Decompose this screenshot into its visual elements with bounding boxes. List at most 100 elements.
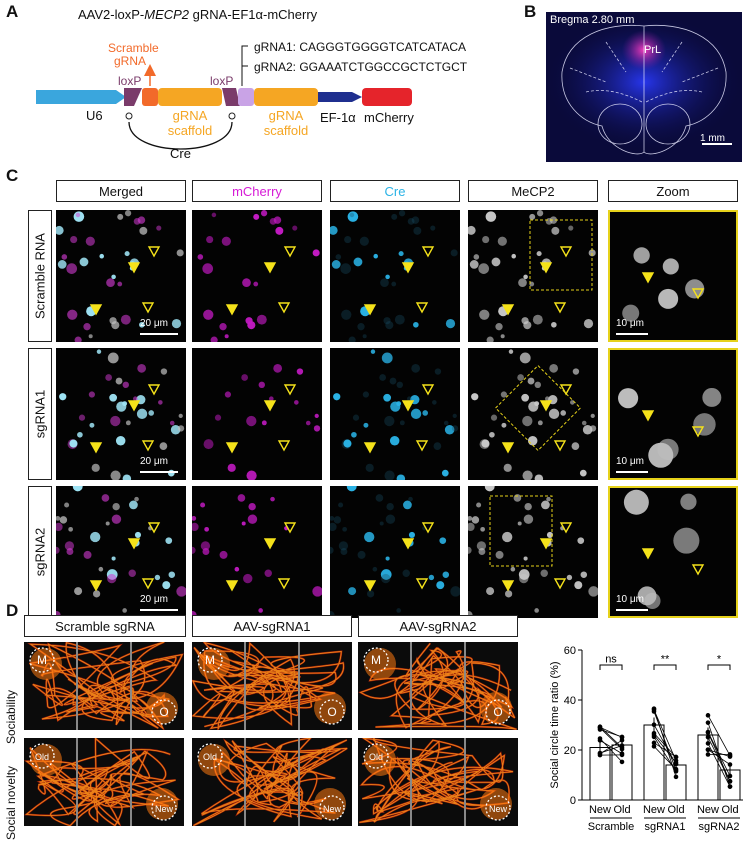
paired-line — [707, 715, 731, 756]
x-tick-label: New — [589, 804, 611, 816]
scaffold-label-1: gRNA scaffold — [167, 108, 213, 138]
marker-old: Old — [203, 752, 217, 762]
ef1a-label: EF-1α — [320, 110, 356, 125]
micrograph-sgrna2-merged — [56, 486, 186, 618]
construct-title-gene: MECP2 — [144, 7, 190, 22]
marker-o: O — [327, 705, 336, 719]
micrograph-scramble-cre — [330, 210, 460, 342]
col-header-mcherry: mCherry — [192, 180, 322, 202]
x-tick-label: Old — [667, 804, 684, 816]
paired-line — [599, 727, 623, 750]
d-col-header-scramble: Scramble sgRNA — [24, 615, 186, 637]
paired-line — [653, 711, 677, 771]
x-tick-label: New — [643, 804, 665, 816]
panel-label-d: D — [6, 601, 19, 620]
data-point — [705, 741, 711, 746]
marker-m: M — [371, 653, 381, 667]
micrograph-sgrna2-zoom — [608, 486, 738, 618]
panel-label-c: C — [6, 166, 19, 185]
data-point — [597, 727, 603, 732]
scalebar-label-row1: 20 μm — [140, 318, 168, 329]
ef1a-promoter-arrow — [318, 92, 362, 102]
row-label-sgrna2: sgRNA2 — [28, 486, 52, 618]
data-point — [651, 709, 657, 714]
data-point — [705, 713, 711, 718]
zoom-scalebar-label-row1: 10 μm — [616, 318, 644, 329]
y-axis-label: Social circle time ratio (%) — [549, 661, 561, 788]
data-point — [651, 732, 657, 738]
grna2-sequence: gRNA2: GGAAATCTGGCCGCTCTGCT — [254, 60, 468, 74]
scramble-grna-label: Scramble gRNA — [108, 41, 159, 68]
data-point — [673, 774, 679, 780]
data-point — [727, 784, 733, 789]
loxp-site-1 — [124, 88, 142, 106]
group-label: sgRNA2 — [699, 821, 740, 833]
d-row-label-social-novelty: Social novelty — [4, 765, 18, 840]
paired-line — [653, 746, 677, 770]
brain-scalebar-label: 1 mm — [700, 133, 725, 144]
marker-old: Old — [35, 752, 49, 762]
significance-label: ns — [605, 654, 617, 666]
d-col-header-sgrna1: AAV-sgRNA1 — [192, 615, 352, 637]
marker-old: Old — [369, 752, 383, 762]
data-point — [651, 744, 657, 749]
marker-new: New — [323, 804, 342, 814]
d-row-label-sociability: Sociability — [4, 689, 18, 744]
scalebar-label-row2: 20 μm — [140, 456, 168, 467]
heatmap-social-novelty-sgrna2: Old New — [358, 738, 518, 826]
loxp-scissor-1 — [125, 112, 133, 120]
panel-label-b: B — [524, 2, 537, 21]
heatmap-social-novelty-scramble: Old New — [24, 738, 184, 826]
significance-bracket — [707, 664, 731, 670]
micrograph-sgrna2-cre — [330, 486, 460, 618]
significance-bracket — [599, 664, 623, 670]
micrograph-sgrna1-zoom — [608, 348, 738, 480]
cre-arc — [128, 121, 233, 150]
row-label-scramble: Scramble RNA — [28, 210, 52, 342]
col-header-cre: Cre — [330, 180, 460, 202]
loxp-label-2: loxP — [210, 74, 234, 88]
data-point — [619, 743, 625, 748]
micrograph-sgrna1-merged — [56, 348, 186, 480]
data-point — [705, 747, 711, 752]
x-tick-label: New — [697, 804, 719, 816]
marker-m: M — [37, 653, 47, 667]
data-point — [619, 751, 625, 756]
micrograph-sgrna2-mecp2 — [468, 486, 598, 618]
panel-label-a: A — [6, 2, 19, 21]
grna1-sequence: gRNA1: CAGGGTGGGGTCATCATACA — [254, 40, 467, 54]
mcherry-label: mCherry — [364, 110, 414, 125]
paired-line — [653, 742, 677, 758]
data-point — [705, 720, 711, 725]
data-point — [727, 762, 733, 767]
paired-line — [599, 738, 623, 763]
construct-title-post: gRNA-EF1α-mCherry — [189, 7, 318, 22]
micrograph-sgrna1-mecp2 — [468, 348, 598, 480]
bregma-label: Bregma 2.80 mm — [550, 14, 635, 26]
micrograph-scramble-zoom — [608, 210, 738, 342]
prl-label: PrL — [644, 44, 662, 56]
group-label: sgRNA1 — [645, 821, 686, 833]
loxp-label-1: loxP — [118, 74, 142, 88]
grna-scaffold-2 — [254, 88, 318, 106]
data-point — [619, 734, 625, 740]
group-label: Scramble — [588, 821, 634, 833]
data-point — [727, 773, 733, 779]
loxp-scissor-2 — [228, 112, 236, 120]
data-point — [673, 760, 679, 766]
data-point — [597, 736, 603, 741]
paired-line — [707, 736, 731, 782]
brain-section-image — [546, 12, 742, 162]
x-tick-label: Old — [613, 804, 630, 816]
micrograph-sgrna1-mcherry — [192, 348, 322, 480]
grna-scaffold-1 — [158, 88, 222, 106]
construct-title: AAV2-loxP-MECP2 gRNA-EF1α-mCherry — [78, 7, 317, 22]
y-tick-label: 40 — [564, 695, 576, 707]
zoom-scalebar-label-row2: 10 μm — [616, 456, 644, 467]
paired-line — [653, 709, 677, 761]
zoom-scalebar-label-row3: 10 μm — [616, 594, 644, 605]
data-point — [619, 738, 625, 743]
